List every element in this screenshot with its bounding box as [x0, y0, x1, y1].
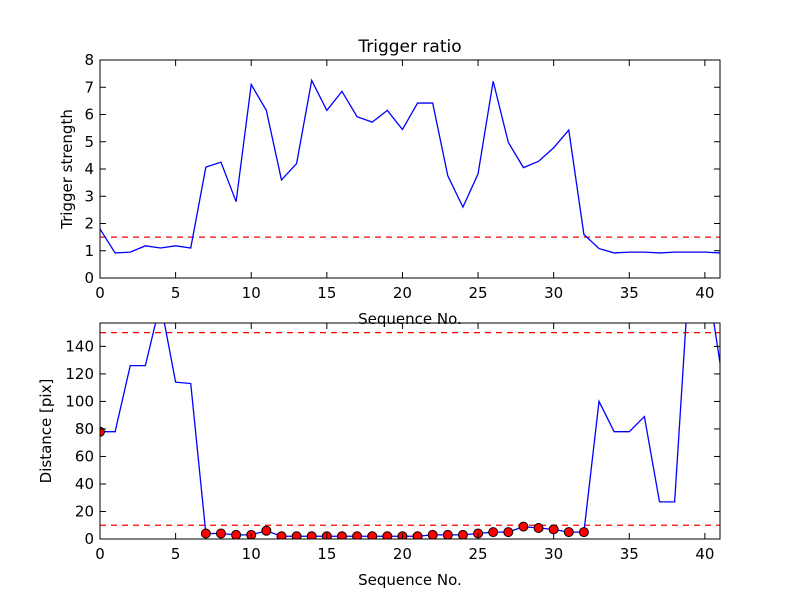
- data-point: [100, 426, 105, 437]
- y-axis-label: Trigger strength: [58, 109, 76, 230]
- data-point: [578, 527, 589, 538]
- x-tick-label: 40: [695, 545, 714, 563]
- y-tick-label: 2: [84, 215, 94, 233]
- data-point: [382, 531, 393, 539]
- x-tick-label: 10: [242, 545, 261, 563]
- data-point: [291, 531, 302, 539]
- x-axis-label: Sequence No.: [358, 310, 462, 328]
- data-point: [427, 529, 438, 539]
- series-line-1: [100, 323, 720, 537]
- x-tick-label: 35: [620, 545, 639, 563]
- x-tick-label: 30: [544, 545, 563, 563]
- data-point: [306, 531, 317, 539]
- x-tick-label: 15: [317, 545, 336, 563]
- data-point: [200, 528, 211, 539]
- x-tick-label: 5: [171, 545, 181, 563]
- data-point: [367, 531, 378, 539]
- x-tick-label: 10: [242, 284, 261, 302]
- data-point: [488, 527, 499, 538]
- x-tick-label: 25: [469, 545, 488, 563]
- data-point: [412, 531, 423, 539]
- y-tick-label: 5: [84, 133, 94, 151]
- subplot-2: 0 5 10 15 20 25 30 35 40 0 20 40 60 80 100 120 140 Sequen…: [37, 322, 721, 589]
- x-tick-label: 35: [620, 284, 639, 302]
- y-tick-label: 3: [84, 187, 94, 205]
- y-tick-label: 20: [75, 502, 94, 520]
- y-tick-label: 80: [75, 420, 94, 438]
- y-tick-label: 0: [84, 530, 94, 548]
- data-point: [518, 521, 529, 532]
- data-point: [352, 531, 363, 539]
- data-point: [548, 524, 559, 535]
- y-tick-label: 0: [84, 269, 94, 287]
- x-tick-label: 20: [393, 545, 412, 563]
- x-tick-label: 15: [317, 284, 336, 302]
- y-tick-label: 6: [84, 106, 94, 124]
- data-point: [261, 525, 272, 536]
- y-tick-label: 7: [84, 78, 94, 96]
- data-point: [215, 528, 226, 539]
- chart-title: Trigger ratio: [357, 37, 461, 57]
- y-tick-label: 1: [84, 242, 94, 260]
- x-tick-label: 25: [469, 284, 488, 302]
- y-tick-label: 40: [75, 475, 94, 493]
- axes-frame-1: [99, 59, 721, 279]
- data-point: [503, 527, 514, 538]
- data-point: [276, 531, 287, 539]
- y-tick-label: 140: [65, 337, 94, 355]
- x-axis-label: Sequence No.: [358, 571, 462, 589]
- plot-area-1: [100, 78, 720, 254]
- data-point: [533, 522, 544, 533]
- data-point: [563, 527, 574, 538]
- y-tick-label: 8: [84, 51, 94, 69]
- x-tick-label: 20: [393, 284, 412, 302]
- data-point: [442, 529, 453, 539]
- data-point: [457, 529, 468, 539]
- y-axis-label: Distance [pix]: [37, 379, 55, 484]
- data-point: [231, 529, 242, 539]
- data-point: [336, 531, 347, 539]
- x-tick-label: 0: [95, 284, 105, 302]
- subplot-1: 0 5 10 15 20 25 30 35 40 0 1 2 3 4 5 6 7 8 Trigger ratio Se…: [58, 37, 721, 328]
- y-tick-label: 4: [84, 160, 94, 178]
- x-tick-label: 5: [171, 284, 181, 302]
- y-tick-label: 60: [75, 447, 94, 465]
- axes-frame-2: [99, 322, 721, 540]
- plot-area-2: [100, 323, 720, 539]
- x-tick-label: 30: [544, 284, 563, 302]
- y-tick-label: 120: [65, 365, 94, 383]
- x-tick-label: 40: [695, 284, 714, 302]
- series-line-1: [100, 78, 720, 254]
- y-tick-label: 100: [65, 392, 94, 410]
- x-tick-label: 0: [95, 545, 105, 563]
